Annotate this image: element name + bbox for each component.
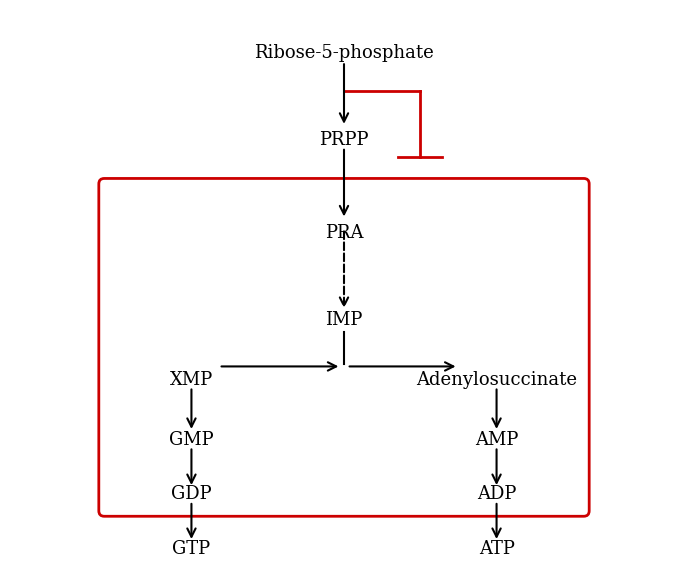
Text: GMP: GMP xyxy=(169,431,214,449)
Text: ATP: ATP xyxy=(479,540,515,558)
Text: GDP: GDP xyxy=(171,485,212,504)
Text: PRPP: PRPP xyxy=(319,131,369,150)
Text: IMP: IMP xyxy=(325,311,363,329)
Text: XMP: XMP xyxy=(170,371,213,389)
Text: Adenylosuccinate: Adenylosuccinate xyxy=(416,371,577,389)
Text: PRA: PRA xyxy=(325,224,363,242)
Text: Ribose-5-phosphate: Ribose-5-phosphate xyxy=(254,44,434,62)
Text: GTP: GTP xyxy=(173,540,211,558)
Text: AMP: AMP xyxy=(475,431,518,449)
Text: ADP: ADP xyxy=(477,485,516,504)
